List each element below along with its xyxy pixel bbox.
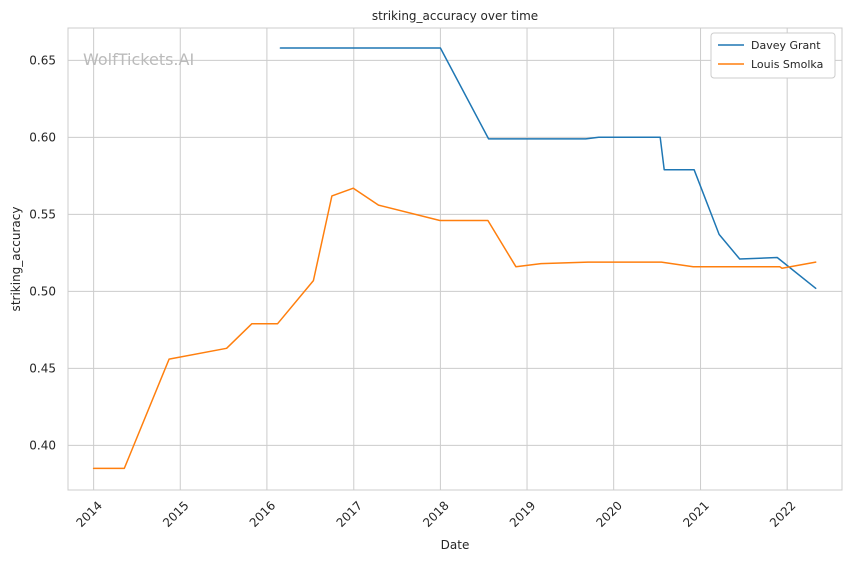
y-tick-label: 0.65 [29,53,56,67]
y-tick-label: 0.55 [29,207,56,221]
series-line-louis-smolka [92,187,817,470]
grid [68,28,842,490]
plot-frame [67,27,843,491]
watermark: WolfTickets.AI [83,50,194,69]
x-axis-title: Date [441,538,470,552]
y-axis-title: striking_accuracy [9,207,23,312]
legend-label-davey-grant: Davey Grant [751,39,821,52]
legend-label-louis-smolka: Louis Smolka [751,58,823,71]
y-tick-label: 0.45 [29,361,56,375]
y-tick-label: 0.50 [29,284,56,298]
y-tick-label: 0.40 [29,438,56,452]
chart-title: striking_accuracy over time [372,9,538,23]
legend: Davey Grant Louis Smolka [710,32,836,79]
series-lines [92,47,817,470]
series-line-davey-grant [279,47,817,290]
y-tick-label: 0.60 [29,130,56,144]
